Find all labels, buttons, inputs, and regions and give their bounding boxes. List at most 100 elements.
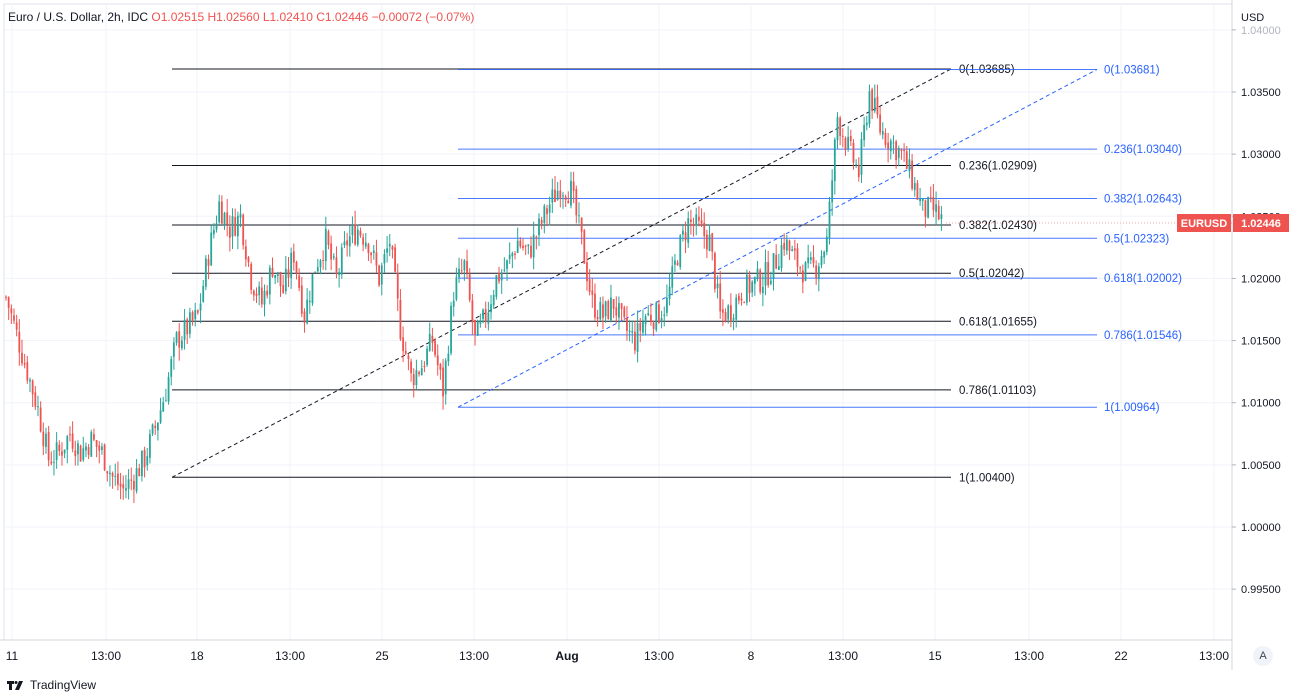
candle-body [572, 181, 575, 191]
candle-body [15, 322, 18, 330]
price-tag-value: 1.02446 [1241, 218, 1281, 230]
candle-body [348, 236, 351, 247]
candle-body [106, 471, 109, 474]
candle-body [279, 272, 282, 287]
candle-body [538, 218, 540, 236]
candle-body [260, 287, 263, 305]
candle-body [804, 262, 807, 281]
x-tick-label: Aug [555, 649, 578, 663]
candle-body [162, 402, 165, 412]
candle-body [860, 139, 863, 175]
candle-body [522, 245, 524, 248]
candle-body [391, 246, 394, 250]
candle-body [45, 433, 47, 448]
candle-body [282, 285, 285, 293]
candle-body [524, 245, 527, 247]
candle-body [287, 269, 290, 278]
candle-body [356, 229, 359, 245]
candle-body [884, 132, 887, 145]
candle-body [228, 226, 231, 238]
candle-body [460, 270, 463, 272]
candle-body [575, 189, 578, 216]
candle-body [652, 322, 655, 329]
candle-body [159, 410, 162, 423]
candle-body [562, 195, 564, 197]
candle-body [188, 312, 191, 334]
candle-body [295, 261, 298, 274]
candle-body [684, 232, 687, 241]
candle-body [647, 313, 650, 316]
candle-body [881, 131, 884, 135]
x-tick-label: 15 [928, 649, 942, 663]
candle-body [879, 114, 882, 133]
candle-body [596, 317, 599, 320]
fib-black-level-label: 0(1.03685) [959, 64, 1015, 76]
candle-body [319, 260, 322, 268]
candle-body [364, 242, 367, 247]
candle-body [660, 318, 663, 322]
candle-body [610, 297, 612, 321]
candle-body [442, 367, 444, 397]
candle-body [807, 257, 810, 264]
candle-body [244, 246, 247, 260]
candle-body [330, 243, 333, 260]
candle-body [79, 445, 82, 462]
candle-body [932, 197, 935, 211]
candle-body [117, 473, 119, 485]
candle-body [783, 242, 786, 250]
currency-label: USD [1241, 12, 1265, 24]
candle-body [175, 332, 178, 343]
candle-body [468, 274, 471, 300]
candle-body [663, 314, 666, 316]
candle-body [292, 251, 295, 263]
brand-name: TradingView [30, 678, 97, 692]
candle-body [399, 300, 402, 340]
candle-body [354, 224, 357, 245]
candle-body [905, 151, 908, 169]
candle-body [650, 314, 652, 322]
candle-body [612, 299, 615, 309]
candle-body [423, 366, 426, 368]
candle-body [42, 431, 45, 447]
candle-body [300, 285, 303, 314]
candle-body [785, 239, 788, 251]
candle-body [767, 262, 770, 286]
candle-body [705, 234, 708, 250]
price-tag [1233, 213, 1289, 232]
candle-body [338, 272, 341, 275]
candle-body [900, 149, 903, 151]
candle-body [26, 362, 29, 381]
candle-body [825, 236, 828, 252]
candle-body [471, 300, 474, 323]
candle-body [690, 219, 692, 222]
candle-body [644, 316, 647, 325]
auto-scale-button[interactable]: A [1253, 646, 1273, 666]
candle-body [711, 233, 714, 252]
candle-body [149, 434, 151, 458]
candle-body [852, 142, 855, 163]
candle-body [340, 247, 343, 275]
candle-body [306, 299, 309, 324]
ohlc-values: O1.02515 H1.02560 L1.02410 C1.02446 −0.0… [151, 10, 475, 24]
candle-body [298, 275, 301, 288]
candle-body [836, 117, 839, 141]
candle-body [628, 330, 631, 333]
candle-body [820, 255, 823, 266]
candle-body [21, 352, 23, 364]
candle-body [857, 164, 860, 178]
candle-body [466, 260, 468, 274]
candle-body [263, 290, 266, 305]
candle-body [935, 204, 937, 212]
candle-body [476, 321, 479, 336]
candle-body [276, 272, 279, 276]
fibonacci-retracements: 0(1.03685) 0.236(1.02909) 0.382(1.02430) 0.… [171, 64, 1182, 484]
candle-body [420, 368, 423, 376]
candle-body [482, 309, 484, 319]
candle-body [868, 91, 871, 124]
candle-body [154, 425, 157, 428]
candle-body [34, 392, 37, 407]
candle-body [61, 451, 63, 456]
candle-body [101, 446, 103, 450]
candle-body [578, 215, 580, 217]
